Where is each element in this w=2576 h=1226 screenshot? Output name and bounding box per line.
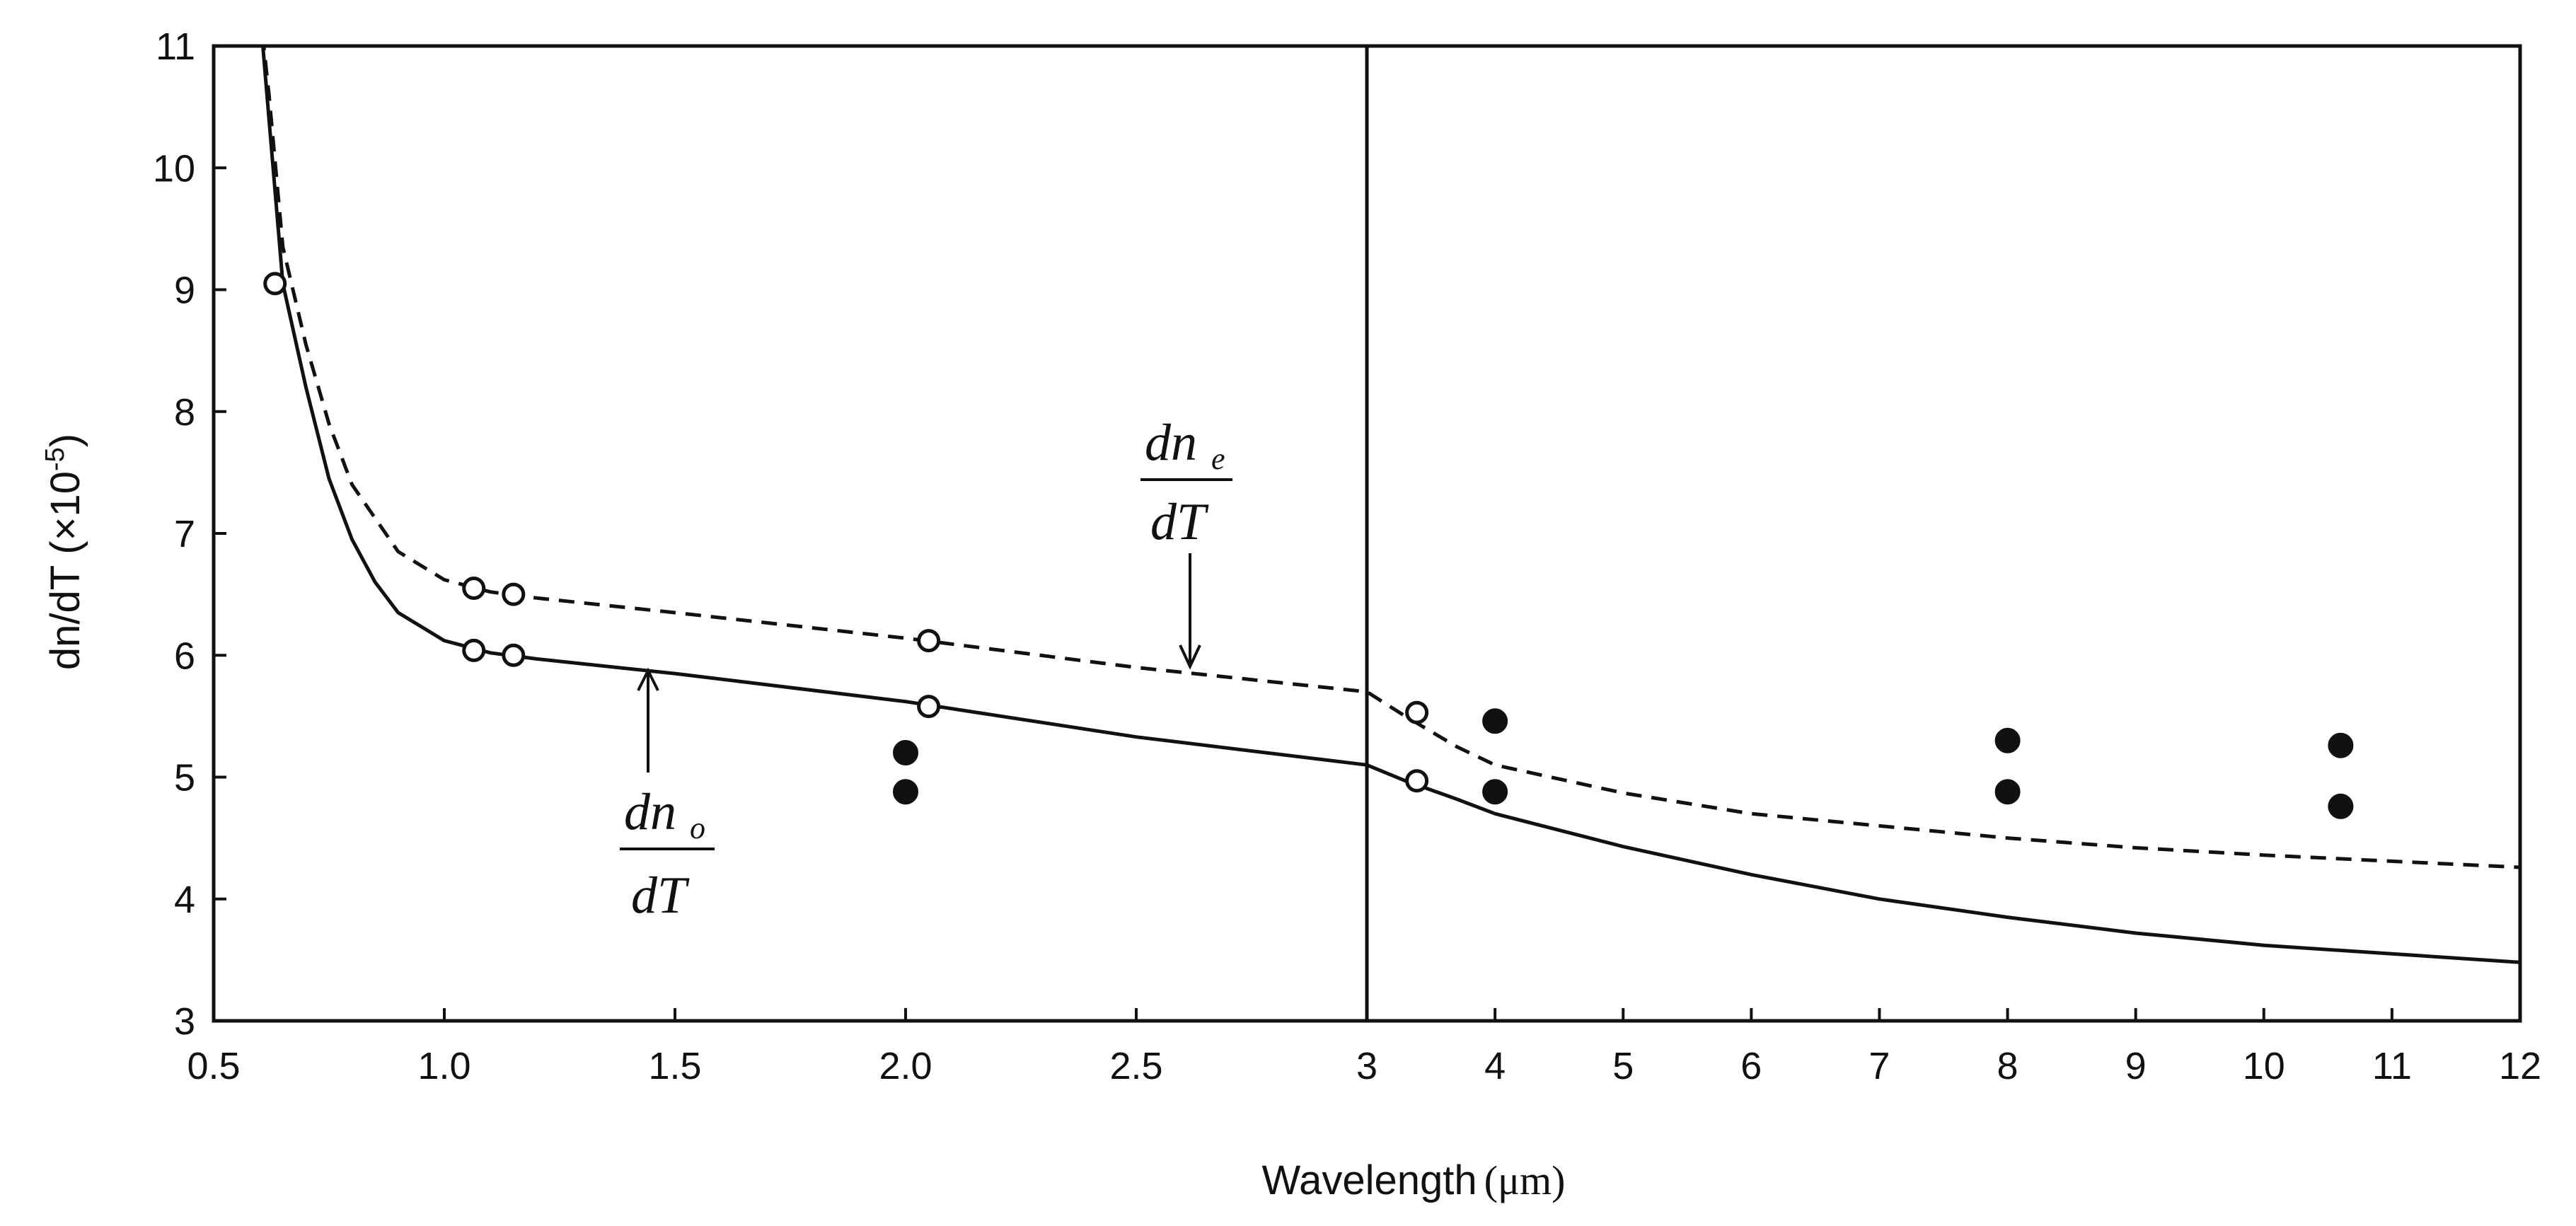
y-tick-label-1: 4	[174, 879, 195, 921]
annotations: dn e dT dn o dT	[620, 414, 1232, 925]
open-circle-marker-3-1	[502, 643, 526, 667]
y-tick-label-5: 8	[174, 391, 195, 434]
dno-arrow-head	[637, 667, 659, 691]
x-tick-label-13: 11	[2372, 1045, 2412, 1087]
x-tick-label-7: 5	[1612, 1045, 1634, 1087]
series-curves	[261, 46, 2520, 964]
series-line-0	[262, 46, 2520, 869]
x-tick-label-2: 1.5	[648, 1045, 701, 1087]
x-axis-title: Wavelength (μm)	[1262, 1157, 1566, 1203]
filled-circle-marker-4-3	[1482, 779, 1508, 805]
y-tick-label-2: 5	[174, 757, 195, 799]
x-tick-label-9: 7	[1869, 1045, 1890, 1087]
open-circle-marker-3-2	[917, 695, 941, 719]
x-tick-label-8: 6	[1740, 1045, 1762, 1087]
x-tick-label-3: 2.0	[879, 1045, 932, 1087]
dno-annotation: dn o dT	[620, 667, 715, 925]
x-tick-label-1: 1.0	[417, 1045, 470, 1087]
dne-denominator: dT	[1150, 493, 1209, 551]
y-axis-title-main: dn/dT (×10	[42, 471, 88, 670]
y-tick-label-7: 10	[153, 147, 195, 190]
dne-arrow-head	[1179, 644, 1201, 670]
x-axis-title-main: Wavelength	[1262, 1157, 1477, 1203]
x-tick-label-11: 9	[2125, 1045, 2147, 1087]
y-tick-label-6: 9	[174, 270, 195, 312]
series-line-1	[261, 46, 2520, 964]
x-tick-label-6: 4	[1484, 1045, 1506, 1087]
open-circle-marker-3-3	[1405, 769, 1429, 793]
open-circle-marker-3-0	[462, 638, 486, 662]
y-axis-title-sup: -5	[40, 447, 70, 471]
y-tick-label-4: 7	[174, 513, 195, 555]
open-circle-marker-2-4	[1405, 700, 1429, 724]
dno-denominator: dT	[631, 867, 690, 925]
dno-numerator: dn	[624, 783, 676, 841]
x-axis-title-unit: (μm)	[1484, 1157, 1566, 1203]
x-tick-label-14: 12	[2499, 1045, 2541, 1087]
x-tick-label-5: 3	[1356, 1045, 1377, 1087]
plot-area	[212, 44, 2522, 1023]
axis-ticks: 3 4 5 6 7 8 9 10 11 0.5 1.0 1.5 2.0 2.5 3 4 5 6 7 8 9 10 11 12	[153, 25, 2541, 1087]
open-circle-marker-2-1	[462, 577, 486, 600]
data-markers	[263, 272, 2354, 819]
filled-circle-marker-4-0	[893, 740, 918, 765]
x-tick-label-10: 8	[1997, 1045, 2018, 1087]
filled-circle-marker-4-7	[2328, 793, 2354, 819]
filled-circle-marker-4-5	[1994, 779, 2021, 805]
y-tick-label-8: 11	[156, 25, 195, 68]
open-circle-marker-2-3	[917, 629, 941, 653]
dne-numerator: dn	[1145, 414, 1197, 472]
filled-circle-marker-4-1	[893, 779, 918, 805]
x-tick-label-12: 10	[2243, 1045, 2285, 1087]
dno-subscript: o	[690, 811, 705, 845]
filled-circle-marker-4-6	[2328, 732, 2354, 758]
x-tick-label-0: 0.5	[187, 1045, 240, 1087]
x-tick-label-4: 2.5	[1109, 1045, 1162, 1087]
dne-annotation: dn e dT	[1140, 414, 1232, 670]
y-tick-label-3: 6	[174, 635, 195, 677]
filled-circle-marker-4-2	[1482, 708, 1508, 734]
dne-subscript: e	[1211, 441, 1225, 476]
open-circle-marker-2-0	[263, 272, 287, 296]
y-axis-title: dn/dT (×10-5)	[40, 434, 88, 670]
filled-circle-marker-4-4	[1994, 727, 2021, 753]
open-circle-marker-2-2	[502, 582, 526, 606]
y-axis-title-close: )	[42, 434, 88, 447]
y-tick-label-0: 3	[174, 1000, 195, 1043]
